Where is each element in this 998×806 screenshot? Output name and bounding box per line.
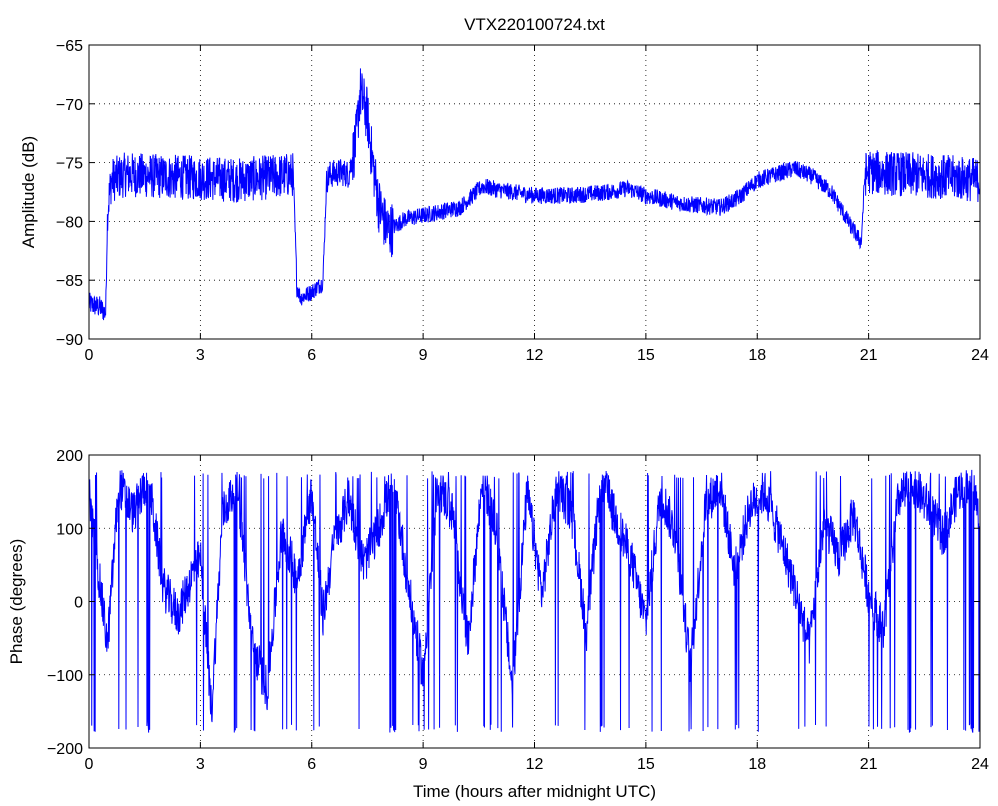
amplitude-xtick-label: 9	[419, 347, 428, 364]
amplitude-chart: 0 3 6 9 12 15 18 21 24 −90 −85 −80 −75 −70 −65 VTX22010…	[19, 15, 989, 364]
phase-chart: 0 3 6 9 12 15 18 21 24 −200 −100 0 100 200 Phase (degr…	[7, 448, 989, 801]
amplitude-ytick-label: −90	[56, 332, 83, 349]
phase-ytick-label: 0	[74, 595, 83, 612]
amplitude-ytick-label: −65	[56, 38, 83, 55]
phase-xtick-label: 24	[971, 756, 989, 773]
amplitude-series-line	[88, 68, 981, 321]
amplitude-ytick-label: −80	[56, 214, 83, 231]
amplitude-xtick-label: 24	[971, 347, 989, 364]
phase-ytick-label: −200	[47, 741, 83, 758]
phase-xtick-label: 6	[307, 756, 316, 773]
amplitude-ytick-label: −75	[56, 156, 83, 173]
phase-xtick-label: 15	[637, 756, 655, 773]
amplitude-ytick-label: −70	[56, 97, 83, 114]
amplitude-ytick-label: −85	[56, 273, 83, 290]
phase-ytick-label: −100	[47, 668, 83, 685]
phase-xtick-label: 0	[85, 756, 94, 773]
phase-x-axis-label: Time (hours after midnight UTC)	[413, 782, 656, 801]
amplitude-xtick-label: 6	[307, 347, 316, 364]
phase-y-axis-label: Phase (degrees)	[7, 539, 26, 665]
phase-ytick-label: 100	[56, 521, 83, 538]
phase-xtick-label: 21	[860, 756, 878, 773]
phase-xtick-label: 9	[419, 756, 428, 773]
amplitude-xtick-label: 18	[748, 347, 766, 364]
phase-series-line	[88, 469, 981, 733]
phase-xtick-label: 12	[526, 756, 544, 773]
phase-ytick-label: 200	[56, 448, 83, 465]
amplitude-xtick-label: 21	[860, 347, 878, 364]
phase-xtick-label: 18	[748, 756, 766, 773]
amplitude-xtick-label: 12	[526, 347, 544, 364]
phase-xtick-label: 3	[196, 756, 205, 773]
amplitude-y-axis-label: Amplitude (dB)	[19, 136, 38, 248]
amplitude-chart-title: VTX220100724.txt	[464, 15, 605, 34]
amplitude-xtick-label: 3	[196, 347, 205, 364]
amplitude-xtick-label: 15	[637, 347, 655, 364]
amplitude-xtick-label: 0	[85, 347, 94, 364]
